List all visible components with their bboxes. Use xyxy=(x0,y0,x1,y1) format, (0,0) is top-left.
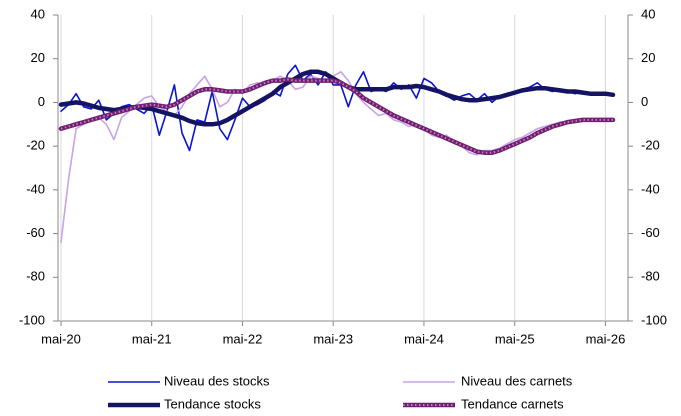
y-tick-label: 20 xyxy=(31,50,45,65)
x-tick-label: mai-20 xyxy=(41,331,81,346)
y-tick-label: -40 xyxy=(26,181,45,196)
x-tick-label: mai-26 xyxy=(586,331,626,346)
legend-label: Niveau des carnets xyxy=(461,373,573,388)
legend-label: Niveau des stocks xyxy=(164,373,270,388)
y2-tick-label: -20 xyxy=(641,138,660,153)
y-tick-label: -80 xyxy=(26,269,45,284)
y-tick-label: 40 xyxy=(31,6,45,21)
x-tick-label: mai-23 xyxy=(313,331,353,346)
y2-tick-label: -100 xyxy=(641,312,667,327)
y-tick-label: -60 xyxy=(26,225,45,240)
y-tick-label: 0 xyxy=(38,94,45,109)
y2-tick-label: 20 xyxy=(641,50,655,65)
x-tick-label: mai-24 xyxy=(404,331,444,346)
y2-tick-label: -60 xyxy=(641,225,660,240)
x-tick-label: mai-21 xyxy=(132,331,172,346)
legend-label: Tendance stocks xyxy=(164,396,261,411)
x-tick-label: mai-22 xyxy=(223,331,263,346)
series-line-dots xyxy=(60,78,613,154)
y2-tick-label: 0 xyxy=(641,94,648,109)
y-tick-label: -20 xyxy=(26,138,45,153)
y2-tick-label: -40 xyxy=(641,181,660,196)
series-line xyxy=(60,71,614,244)
y-tick-label: -100 xyxy=(19,312,45,327)
y2-tick-label: 40 xyxy=(641,6,655,21)
y2-tick-label: -80 xyxy=(641,269,660,284)
x-tick-label: mai-25 xyxy=(495,331,535,346)
legend-label: Tendance carnets xyxy=(461,396,564,411)
